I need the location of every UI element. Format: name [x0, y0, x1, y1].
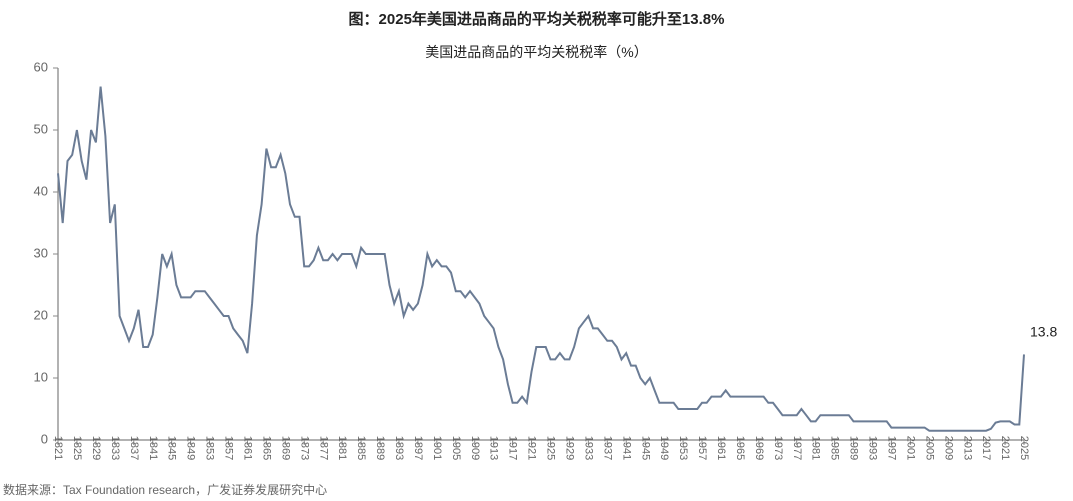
line-chart-svg: 0 10 20 30 40 50 60 1821 1825 1829 1833 1837 1841 184…: [0, 0, 1073, 501]
y-tick-label: 60: [34, 59, 48, 74]
x-tick-label: 1893: [393, 436, 405, 460]
x-tick-label: 1945: [639, 436, 651, 460]
x-tick-label: 1921: [526, 436, 538, 460]
chart-plot: 0 10 20 30 40 50 60 1821 1825 1829 1833 1837 1841 184…: [0, 0, 1073, 501]
x-tick-label: 1877: [317, 436, 329, 460]
x-tick-label: 1857: [223, 436, 235, 460]
x-tick-label: 2017: [980, 436, 992, 460]
x-tick-label: 2005: [923, 436, 935, 460]
x-tick-label: 1853: [204, 436, 216, 460]
y-tick-label: 50: [34, 121, 48, 136]
x-tick-label: 1997: [886, 436, 898, 460]
tariff-line-series: [58, 87, 1024, 431]
source-note: 数据来源：Tax Foundation research，广发证券发展研究中心: [3, 481, 327, 498]
x-tick-label: 1821: [52, 436, 64, 460]
x-tick-label: 1917: [507, 436, 519, 460]
x-tick-label: 1841: [147, 436, 159, 460]
x-tick-label: 1973: [772, 436, 784, 460]
x-tick-label: 1837: [128, 436, 140, 460]
y-tick-label: 20: [34, 307, 48, 322]
x-tick-label: 1985: [829, 436, 841, 460]
x-tick-label: 2009: [942, 436, 954, 460]
x-tick-label: 1897: [412, 436, 424, 460]
callout-label: 13.8: [1030, 323, 1057, 339]
x-tick-label: 1829: [90, 436, 102, 460]
x-tick-label: 2025: [1018, 436, 1030, 460]
x-tick-label: 1937: [601, 436, 613, 460]
x-tick-label: 1913: [488, 436, 500, 460]
x-tick-label: 1865: [260, 436, 272, 460]
x-tick-label: 1957: [696, 436, 708, 460]
x-tick-label: 1909: [469, 436, 481, 460]
x-tick-label: 1901: [431, 436, 443, 460]
x-tick-label: 1941: [620, 436, 632, 460]
x-tick-label: 2001: [904, 436, 916, 460]
x-tick-label: 2021: [999, 436, 1011, 460]
x-tick-label: 1833: [109, 436, 121, 460]
x-tick-label: 1949: [658, 436, 670, 460]
x-tick-label: 1965: [734, 436, 746, 460]
x-tick-label: 1861: [242, 436, 254, 460]
x-tick-label: 1989: [848, 436, 860, 460]
x-tick-label: 1905: [450, 436, 462, 460]
x-tick-label: 1889: [374, 436, 386, 460]
x-tick-label: 1849: [185, 436, 197, 460]
x-tick-label: 1953: [677, 436, 689, 460]
x-tick-label: 2013: [961, 436, 973, 460]
x-tick-label: 1873: [298, 436, 310, 460]
y-tick-label: 10: [34, 369, 48, 384]
x-tick-label: 1925: [545, 436, 557, 460]
x-tick-label: 1969: [753, 436, 765, 460]
x-tick-label: 1933: [582, 436, 594, 460]
y-tick-label: 40: [34, 183, 48, 198]
x-tick-label: 1825: [71, 436, 83, 460]
x-tick-label: 1869: [279, 436, 291, 460]
x-tick-label: 1977: [791, 436, 803, 460]
y-tick-label: 0: [41, 431, 48, 446]
y-tick-label: 30: [34, 245, 48, 260]
x-tick-label: 1885: [355, 436, 367, 460]
x-tick-label: 1961: [715, 436, 727, 460]
chart-container: 图：2025年美国进品商品的平均关税税率可能升至13.8% 美国进品商品的平均关…: [0, 0, 1073, 501]
x-tick-label: 1993: [867, 436, 879, 460]
x-tick-label: 1881: [336, 436, 348, 460]
x-tick-label: 1981: [810, 436, 822, 460]
x-tick-label: 1845: [166, 436, 178, 460]
x-tick-label: 1929: [564, 436, 576, 460]
